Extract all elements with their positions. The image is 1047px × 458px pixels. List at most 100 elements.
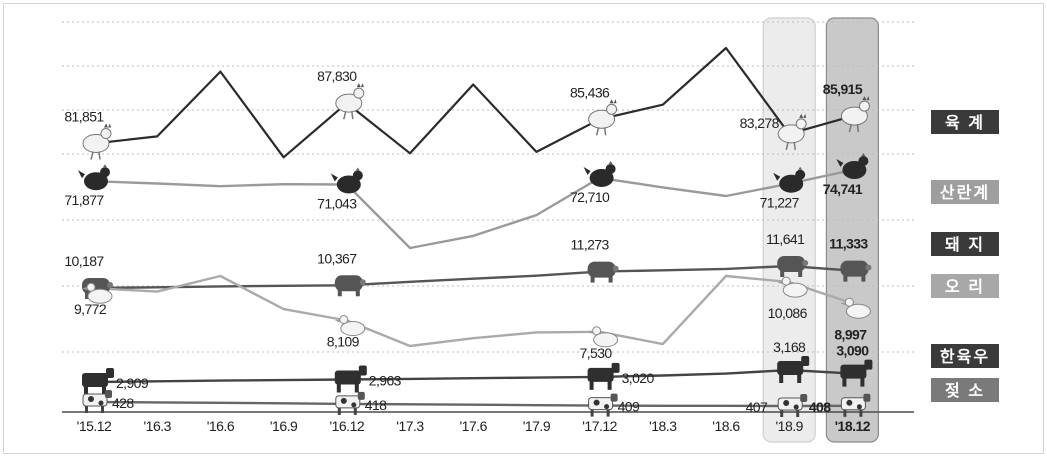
chicken-head — [100, 128, 112, 140]
cattle-leg — [589, 380, 594, 390]
cow-head — [800, 394, 808, 402]
point-1-12 — [836, 153, 869, 179]
data-label: 85,915 — [823, 81, 863, 97]
chicken-leg — [90, 151, 94, 160]
chicken-comb — [104, 123, 111, 128]
legend-label: 한육우 — [940, 347, 990, 366]
x-tick-label: '16.3 — [143, 418, 171, 434]
cow-leg — [353, 407, 357, 415]
point-0-4 — [335, 83, 365, 120]
point-0-11 — [777, 113, 807, 151]
x-tick-label: '17.9 — [523, 418, 551, 434]
duck-head — [86, 282, 96, 292]
hen-head — [795, 169, 806, 180]
point-5-8 — [588, 393, 618, 417]
data-label: 81,851 — [64, 109, 104, 125]
point-2-12 — [840, 260, 872, 282]
point-5-0 — [82, 390, 112, 413]
cow-leg — [337, 407, 341, 415]
point-2-11 — [777, 256, 809, 277]
data-label: 71,877 — [64, 192, 104, 208]
point-1-0 — [78, 164, 110, 191]
pig-snout — [107, 282, 113, 288]
data-label: 87,830 — [317, 68, 357, 84]
chicken-comb — [609, 99, 617, 104]
hen-body — [842, 161, 867, 179]
chicken-leg — [785, 141, 789, 151]
duck-body — [87, 288, 113, 304]
duck-head — [844, 297, 854, 307]
legend-box — [931, 378, 999, 402]
livestock-line-chart: 81,851 87,830 85,436 83,278 85,915 71,877 71,0… — [62, 17, 999, 443]
data-label: 74,741 — [823, 181, 863, 197]
point-3-12 — [840, 297, 871, 319]
pig-body — [840, 260, 869, 277]
series-line-2 — [93, 264, 853, 290]
data-label: 85,436 — [570, 84, 610, 100]
cattle-body — [587, 367, 614, 382]
point-0-0 — [82, 123, 112, 160]
legend-label: 오 리 — [945, 278, 985, 296]
data-label: 11,641 — [766, 231, 805, 247]
data-label: 11,333 — [829, 236, 868, 252]
cow-leg — [101, 406, 104, 413]
point-0-12 — [840, 96, 870, 133]
pig-leg — [780, 270, 785, 277]
hen-tail — [330, 173, 338, 182]
hen-tail — [583, 166, 591, 175]
point-2-8 — [587, 261, 619, 283]
cow-body — [82, 393, 108, 407]
cow-spot — [856, 404, 862, 410]
hen-comb — [608, 160, 613, 164]
point-4-0 — [82, 368, 114, 395]
chicken-leg — [343, 110, 347, 120]
chicken-comb — [356, 83, 364, 88]
series-line-0 — [93, 46, 853, 159]
chicken-head — [353, 87, 365, 99]
chicken-body — [335, 93, 363, 113]
cattle-body — [82, 373, 108, 387]
data-label: 83,278 — [740, 115, 780, 131]
cattle-body — [334, 370, 361, 385]
chicken-leg — [793, 141, 796, 150]
cow-head — [863, 393, 871, 402]
pig-body — [334, 275, 363, 292]
x-tick-label: '17.12 — [582, 418, 617, 434]
legend-item-0: 육 계 — [931, 110, 999, 134]
series-line-5 — [93, 400, 853, 408]
chicken-body — [82, 134, 110, 154]
hen-tail — [773, 172, 781, 181]
cow-spot — [604, 404, 610, 410]
duck-head — [781, 276, 791, 286]
cattle-leg — [842, 377, 847, 387]
highlight-column-1812 — [825, 17, 880, 443]
cow-head — [357, 391, 365, 400]
data-label: 2,963 — [369, 372, 402, 388]
data-label: 8,109 — [327, 334, 360, 350]
data-label: 418 — [365, 397, 387, 413]
x-tick-label: '16.6 — [207, 418, 235, 434]
cow-body — [777, 397, 803, 411]
chicken-leg — [351, 111, 354, 120]
data-label: 7,530 — [580, 345, 613, 361]
hen-head — [858, 156, 869, 166]
legend-item-2: 돼 지 — [931, 232, 999, 256]
cow-spot — [793, 404, 799, 410]
legend-label: 육 계 — [945, 113, 985, 132]
chart-frame: 81,851 87,830 85,436 83,278 85,915 71,877 71,0… — [3, 3, 1044, 454]
pig-body — [587, 261, 616, 278]
point-1-4 — [330, 167, 363, 194]
legend-item-4: 한육우 — [931, 344, 999, 368]
data-label: 428 — [112, 395, 134, 411]
data-label: 10,086 — [768, 305, 808, 321]
legend-label: 돼 지 — [945, 236, 985, 254]
x-tick-label: '18.9 — [775, 418, 803, 434]
cow-spot — [783, 400, 790, 406]
hen-comb — [861, 153, 866, 156]
duck-body — [845, 303, 871, 319]
pig-leg — [590, 275, 595, 283]
duck-head — [592, 326, 602, 336]
pig-snout — [359, 279, 366, 286]
legend-item-1: 산란계 — [931, 180, 999, 204]
series-line-4 — [93, 368, 853, 384]
